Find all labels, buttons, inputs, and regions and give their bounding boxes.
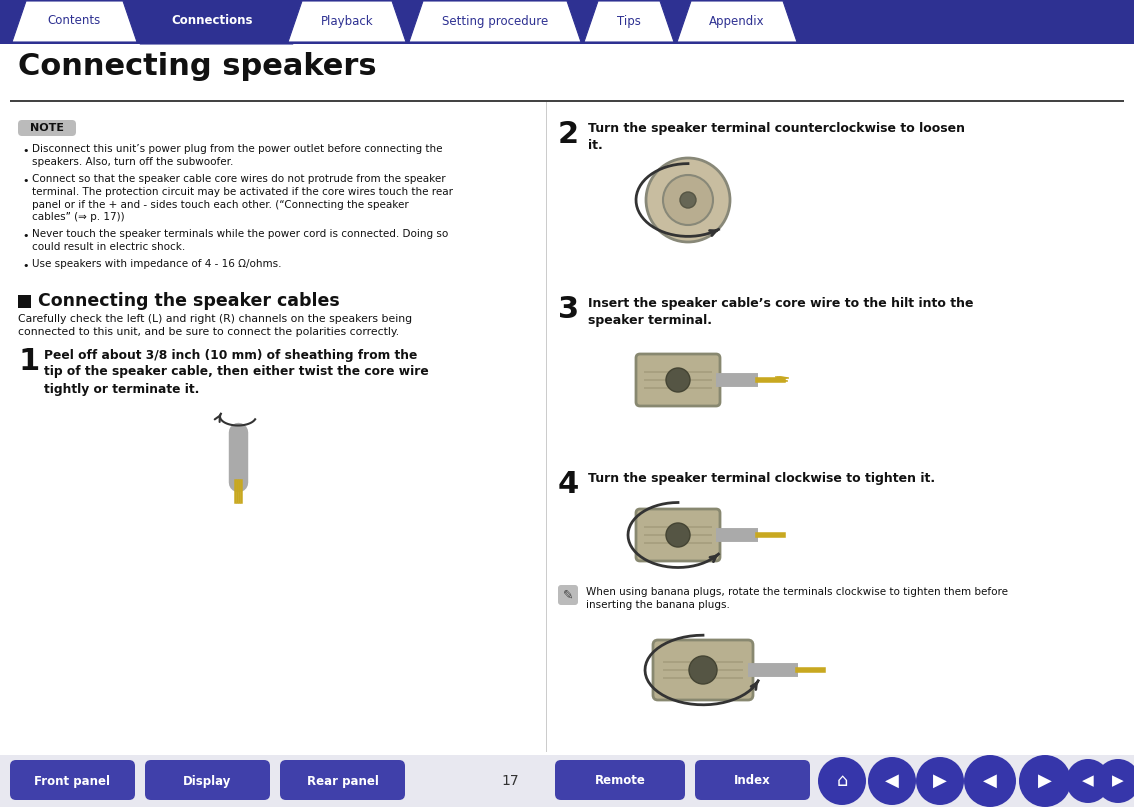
Bar (644, 371, 712, 373)
Bar (644, 534, 712, 536)
FancyBboxPatch shape (555, 760, 685, 800)
Text: When using banana plugs, rotate the terminals clockwise to tighten them before
i: When using banana plugs, rotate the term… (586, 587, 1008, 610)
Circle shape (680, 192, 696, 208)
Bar (663, 677, 743, 679)
Text: 2: 2 (558, 120, 579, 149)
Text: ▶: ▶ (933, 772, 947, 790)
Text: Tips: Tips (617, 15, 641, 27)
Text: 4: 4 (558, 470, 579, 499)
FancyBboxPatch shape (653, 640, 753, 700)
Bar (18, 295, 31, 307)
Text: Appendix: Appendix (709, 15, 764, 27)
Circle shape (666, 368, 689, 392)
Polygon shape (12, 1, 137, 42)
Text: Display: Display (184, 775, 231, 788)
Text: Peel off about 3/8 inch (10 mm) of sheathing from the
tip of the speaker cable, : Peel off about 3/8 inch (10 mm) of sheat… (44, 349, 429, 395)
Text: Connect so that the speaker cable core wires do not protrude from the speaker
te: Connect so that the speaker cable core w… (32, 174, 452, 223)
Text: Connecting the speaker cables: Connecting the speaker cables (39, 292, 340, 310)
Circle shape (868, 757, 916, 805)
Text: Insert the speaker cable’s core wire to the hilt into the
speaker terminal.: Insert the speaker cable’s core wire to … (589, 297, 973, 327)
Text: Turn the speaker terminal counterclockwise to loosen
it.: Turn the speaker terminal counterclockwi… (589, 122, 965, 152)
Text: Disconnect this unit’s power plug from the power outlet before connecting the
sp: Disconnect this unit’s power plug from t… (32, 144, 442, 167)
Text: •: • (22, 231, 28, 241)
Text: ⌂: ⌂ (836, 772, 848, 790)
FancyBboxPatch shape (10, 760, 135, 800)
Text: NOTE: NOTE (29, 123, 64, 133)
Bar (644, 387, 712, 389)
FancyBboxPatch shape (280, 760, 405, 800)
Text: Remote: Remote (594, 775, 645, 788)
Text: Playback: Playback (321, 15, 373, 27)
Text: Turn the speaker terminal clockwise to tighten it.: Turn the speaker terminal clockwise to t… (589, 472, 936, 485)
Text: Carefully check the left (L) and right (R) channels on the speakers being
connec: Carefully check the left (L) and right (… (18, 315, 412, 337)
Text: ◀: ◀ (983, 772, 997, 790)
Text: Connecting speakers: Connecting speakers (18, 52, 376, 81)
Text: 1: 1 (18, 346, 40, 375)
Bar (10, 100, 1124, 102)
Text: 3: 3 (558, 295, 579, 324)
Polygon shape (288, 1, 406, 42)
FancyBboxPatch shape (636, 509, 720, 561)
Text: ◀: ◀ (1082, 773, 1094, 788)
Text: ▶: ▶ (1038, 772, 1052, 790)
Bar (644, 379, 712, 381)
Text: •: • (22, 261, 28, 271)
Bar (663, 669, 743, 671)
FancyBboxPatch shape (695, 760, 810, 800)
Polygon shape (139, 1, 293, 44)
Text: Use speakers with impedance of 4 - 16 Ω/ohms.: Use speakers with impedance of 4 - 16 Ω/… (32, 259, 281, 269)
Text: Rear panel: Rear panel (306, 775, 379, 788)
Circle shape (916, 757, 964, 805)
Circle shape (818, 757, 866, 805)
FancyBboxPatch shape (636, 354, 720, 406)
Text: Connections: Connections (171, 15, 253, 27)
Text: 17: 17 (501, 774, 519, 788)
Bar (663, 661, 743, 663)
Text: ◀: ◀ (885, 772, 899, 790)
Polygon shape (409, 1, 581, 42)
Text: •: • (22, 146, 28, 156)
Text: Index: Index (734, 775, 771, 788)
FancyBboxPatch shape (145, 760, 270, 800)
Circle shape (1019, 755, 1070, 807)
Bar (0, 42, 1134, 44)
Circle shape (1095, 759, 1134, 803)
Text: Never touch the speaker terminals while the power cord is connected. Doing so
co: Never touch the speaker terminals while … (32, 229, 448, 252)
Polygon shape (677, 1, 797, 42)
Text: ✎: ✎ (562, 588, 574, 601)
Text: Front panel: Front panel (34, 775, 110, 788)
Bar (0, 0, 1134, 42)
Polygon shape (584, 1, 674, 42)
Text: Contents: Contents (48, 15, 101, 27)
FancyBboxPatch shape (18, 120, 76, 136)
Bar (644, 542, 712, 544)
Circle shape (646, 158, 730, 242)
Bar (0, 755, 1134, 807)
Text: •: • (22, 176, 28, 186)
Circle shape (689, 656, 717, 684)
Text: ▶: ▶ (1112, 773, 1124, 788)
FancyBboxPatch shape (558, 585, 578, 605)
Circle shape (1066, 759, 1110, 803)
Circle shape (964, 755, 1016, 807)
Circle shape (666, 523, 689, 547)
Bar (644, 526, 712, 528)
Text: Setting procedure: Setting procedure (442, 15, 548, 27)
Circle shape (663, 175, 713, 225)
